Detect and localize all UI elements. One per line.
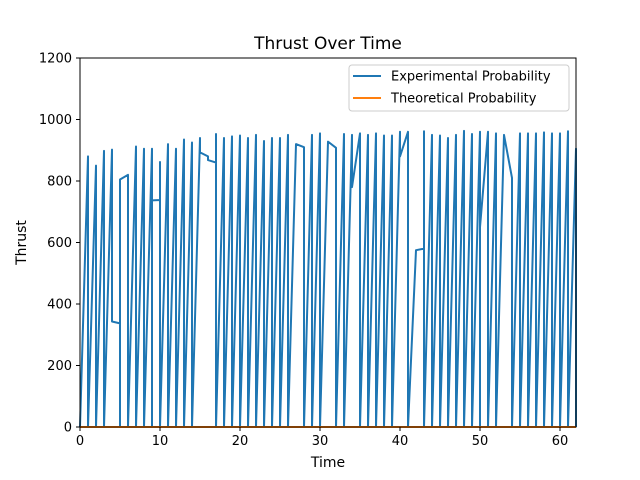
- legend: Experimental Probability Theoretical Pro…: [348, 64, 570, 112]
- y-tick-label: 1000: [39, 113, 72, 128]
- y-axis-label: Thrust: [14, 220, 30, 266]
- legend-box: [348, 64, 570, 112]
- legend-label-experimental: Experimental Probability: [391, 70, 551, 85]
- x-tick-label: 50: [472, 434, 489, 449]
- series-line-0: [79, 129, 577, 428]
- y-tick-label: 0: [64, 421, 72, 436]
- plot-frame: [79, 57, 577, 428]
- x-tick-label: 30: [312, 434, 329, 449]
- y-tick-label: 600: [47, 236, 72, 251]
- x-tick-label: 20: [232, 434, 249, 449]
- x-tick-label: 0: [76, 434, 84, 449]
- y-tick-label: 200: [47, 359, 72, 374]
- x-tick-label: 60: [552, 434, 569, 449]
- x-axis-label: Time: [310, 455, 345, 471]
- y-tick-label: 800: [47, 175, 72, 190]
- legend-label-theoretical: Theoretical Probability: [390, 92, 537, 107]
- x-tick-label: 10: [152, 434, 169, 449]
- y-tick-label: 400: [47, 298, 72, 313]
- y-tick-label: 1200: [39, 52, 72, 67]
- x-tick-label: 40: [392, 434, 409, 449]
- chart-title: Thrust Over Time: [253, 34, 402, 54]
